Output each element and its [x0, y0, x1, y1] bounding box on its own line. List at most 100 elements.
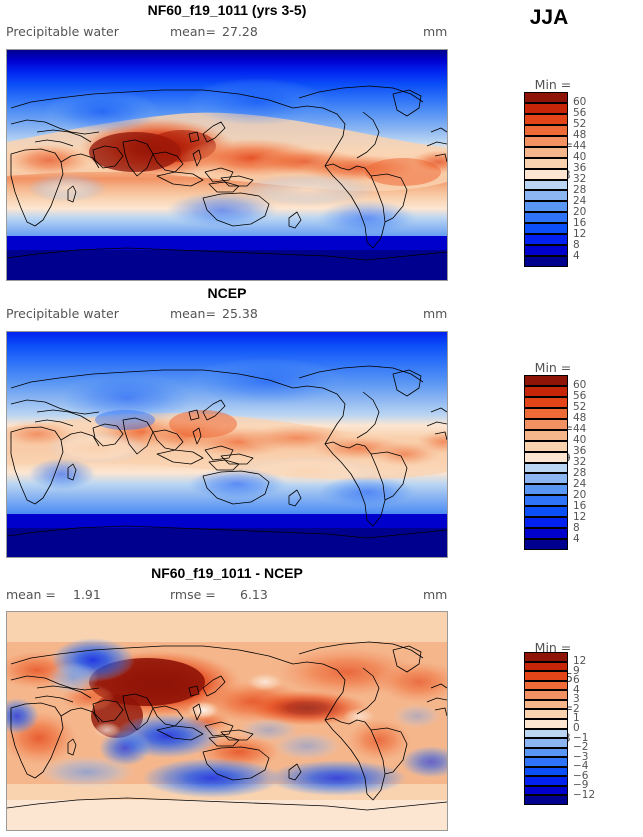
colorbar-difference-band — [524, 728, 568, 739]
colorbar-obs-band — [524, 539, 568, 550]
colorbar-model-band — [524, 179, 568, 191]
colorbar-difference-band — [524, 785, 568, 796]
panel-meanvalue-difference: 1.91 — [73, 587, 101, 602]
colorbar-model-band — [524, 201, 568, 213]
colorbar-obs-band — [524, 429, 568, 441]
min-label-obs: Min = — [534, 360, 572, 375]
colorbar-obs-band — [524, 375, 568, 386]
colorbar-model-tick-label: 40 — [573, 151, 587, 164]
colorbar-difference-tick-label: −1 — [573, 731, 589, 744]
min-label-difference: Min = — [534, 640, 572, 655]
colorbar-obs-tick-label: 12 — [573, 510, 587, 523]
colorbar-model-band — [524, 92, 568, 103]
colorbar-model-tick-label: 36 — [573, 162, 587, 175]
map-panel-obs — [7, 332, 447, 557]
colorbar-difference-tick-label: −2 — [573, 741, 589, 754]
panel-meanlabel-difference: mean = — [6, 587, 56, 602]
colorbar-difference-tick-label: −3 — [573, 750, 589, 763]
colorbar-difference-band — [524, 738, 568, 748]
colorbar-obs-band — [524, 451, 568, 463]
colorbar-obs-tick-label: 4 — [573, 532, 580, 545]
colorbar-model-tick-label: 52 — [573, 118, 587, 131]
colorbar-model-tick-label: 28 — [573, 183, 587, 196]
map-svg-model — [7, 50, 447, 280]
colorbar-difference-tick-label: −12 — [573, 788, 596, 801]
colorbar-obs-band — [524, 418, 568, 430]
colorbar-difference-band — [524, 718, 568, 729]
colorbar-obs-band — [524, 407, 568, 419]
colorbar-difference-tick-label: 1 — [573, 712, 580, 725]
colorbar-model-band — [524, 168, 568, 180]
panel-units-difference: mm — [423, 587, 448, 602]
colorbar-model-band — [524, 245, 568, 257]
colorbar-obs-tick-label: 44 — [573, 423, 587, 436]
colorbar-difference-tick-label: 12 — [573, 655, 587, 668]
colorbar-obs-tick-label: 36 — [573, 445, 587, 458]
colorbar-model-band — [524, 190, 568, 202]
colorbar-model-band — [524, 256, 568, 267]
colorbar-difference-band — [524, 661, 568, 672]
colorbar-difference-tick-label: 3 — [573, 693, 580, 706]
colorbar-obs-band — [524, 484, 568, 496]
colorbar-obs-band — [524, 528, 568, 540]
colorbar-obs-band — [524, 440, 568, 452]
colorbar-obs-tick-label: 56 — [573, 390, 587, 403]
colorbar-obs-band — [524, 396, 568, 408]
colorbar-model: 60 56 52 48 44 40 36 32 28 24 20 16 12 8 4 — [524, 92, 634, 267]
min-label-model: Min = — [534, 77, 572, 92]
colorbar-difference-band — [524, 699, 568, 710]
panel-title-model: NF60_f19_1011 (yrs 3-5) — [147, 2, 307, 18]
colorbar-obs-band — [524, 495, 568, 507]
colorbar-difference-band — [524, 652, 568, 662]
colorbar-difference-band — [524, 680, 568, 691]
colorbar-obs-tick-label: 20 — [573, 488, 587, 501]
colorbar-difference-tick-label: 2 — [573, 702, 580, 715]
colorbar-obs-tick-label: 8 — [573, 521, 580, 534]
colorbar-difference-tick-label: −9 — [573, 779, 589, 792]
colorbar-obs-tick-label: 40 — [573, 434, 587, 447]
colorbar-obs-tick-label: 24 — [573, 477, 587, 490]
colorbar-difference-band — [524, 747, 568, 758]
panel-rmsevalue-difference: 6.13 — [240, 587, 268, 602]
colorbar-model-band — [524, 212, 568, 224]
colorbar-model-tick-label: 32 — [573, 173, 587, 185]
colorbar-model-tick-label: 4 — [573, 249, 580, 262]
colorbar-difference-tick-label: 0 — [573, 722, 580, 734]
colorbar-obs-tick-label: 52 — [573, 401, 587, 414]
colorbar-model-band — [524, 223, 568, 235]
colorbar-difference-band — [524, 671, 568, 681]
colorbar-model-band — [524, 102, 568, 114]
colorbar-difference-tick-label: 4 — [573, 683, 580, 696]
colorbar-difference-band — [524, 795, 568, 805]
colorbar-difference: 12 9 6 4 3 2 1 0 −1 −2 −3 −4 −6 −9 −12 — [524, 652, 634, 805]
panel-meanvalue-obs: 25.38 — [222, 306, 258, 321]
colorbar-difference-tick-label: −4 — [573, 760, 589, 773]
colorbar-model-tick-label: 12 — [573, 227, 587, 240]
panel-varlabel-model: Precipitable water — [6, 24, 119, 39]
panel-units-obs: mm — [423, 306, 448, 321]
colorbar-obs-tick-label: 16 — [573, 499, 587, 512]
colorbar-model-tick-label: 20 — [573, 205, 587, 218]
panel-meanvalue-model: 27.28 — [222, 24, 258, 39]
colorbar-obs-tick-label: 28 — [573, 466, 587, 479]
colorbar-obs: 60 56 52 48 44 40 36 32 28 24 20 16 12 8 4 — [524, 375, 634, 550]
colorbar-model-band — [524, 234, 568, 246]
map-panel-model — [7, 50, 447, 280]
colorbar-difference-band — [524, 776, 568, 786]
colorbar-obs-tick-label: 32 — [573, 456, 587, 468]
colorbar-difference-tick-label: 6 — [573, 674, 580, 687]
colorbar-model-tick-label: 16 — [573, 216, 587, 229]
colorbar-difference-band — [524, 766, 568, 777]
panel-varlabel-obs: Precipitable water — [6, 306, 119, 321]
colorbar-difference-band — [524, 690, 568, 700]
panel-meanlabel-obs: mean= — [170, 306, 216, 321]
colorbar-model-tick-label: 44 — [573, 140, 587, 153]
colorbar-model-tick-label: 8 — [573, 238, 580, 251]
map-svg-difference — [7, 612, 447, 830]
colorbar-obs-tick-label: 60 — [573, 379, 587, 392]
colorbar-model-tick-label: 56 — [573, 107, 587, 120]
panel-title-obs: NCEP — [207, 285, 247, 301]
colorbar-model-tick-label: 24 — [573, 194, 587, 207]
colorbar-model-band — [524, 124, 568, 136]
map-panel-difference — [7, 612, 447, 830]
